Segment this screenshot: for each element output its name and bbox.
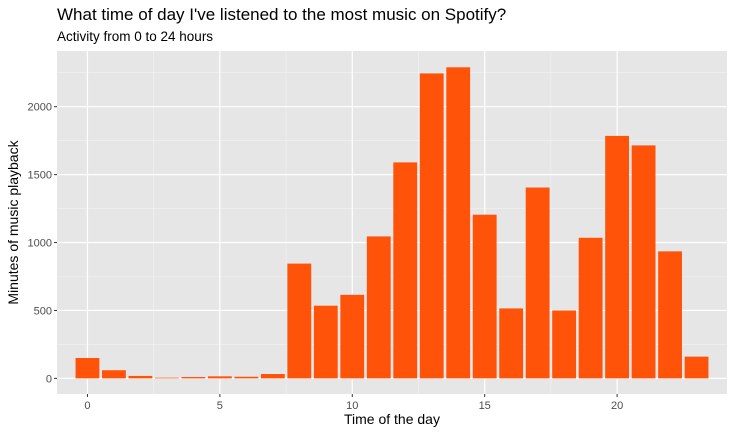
bar-hour-1 <box>102 370 126 379</box>
bar-hour-16 <box>499 308 524 379</box>
bar-hour-7 <box>260 374 285 379</box>
bar-hour-19 <box>578 237 603 379</box>
bar-hour-14 <box>446 67 471 379</box>
bar-hour-18 <box>552 310 577 379</box>
y-tick-label: 500 <box>34 305 52 317</box>
bar-hour-15 <box>472 214 497 379</box>
bar-hour-20 <box>605 135 630 379</box>
bar-hour-13 <box>419 73 444 379</box>
bar-hour-0 <box>75 358 100 379</box>
bar-hour-23 <box>684 356 709 379</box>
y-tick-label: 1500 <box>28 170 52 182</box>
x-axis: 0 5 10 15 20 <box>84 394 623 412</box>
y-tick-label: 0 <box>46 373 52 385</box>
bar-hour-3 <box>154 377 179 379</box>
bar-hour-11 <box>366 236 391 379</box>
y-tick-label: 2000 <box>28 102 52 114</box>
bar-hour-6 <box>234 376 259 379</box>
y-axis-title: Minutes of music playback <box>5 139 21 304</box>
bar-hour-9 <box>313 305 338 379</box>
bar-hour-8 <box>287 263 312 379</box>
bar-hour-12 <box>393 162 418 379</box>
chart-title: What time of day I've listened to the mo… <box>57 5 507 24</box>
bar-hour-5 <box>207 376 232 379</box>
y-axis: 0 500 1000 1500 2000 <box>28 102 57 385</box>
y-tick-label: 1000 <box>28 238 52 250</box>
bar-hour-22 <box>658 251 682 379</box>
x-tick-label: 0 <box>84 400 90 412</box>
bar-hour-10 <box>340 294 365 379</box>
bar-hour-4 <box>181 377 206 379</box>
bars <box>75 67 709 379</box>
x-tick-label: 15 <box>479 400 491 412</box>
x-tick-label: 10 <box>346 400 358 412</box>
bar-hour-21 <box>631 145 656 379</box>
x-tick-label: 5 <box>217 400 223 412</box>
x-axis-title: Time of the day <box>344 411 440 427</box>
chart-subtitle: Activity from 0 to 24 hours <box>57 29 214 44</box>
x-tick-label: 20 <box>611 400 623 412</box>
bar-hour-2 <box>128 375 153 379</box>
bar-hour-17 <box>525 187 550 379</box>
